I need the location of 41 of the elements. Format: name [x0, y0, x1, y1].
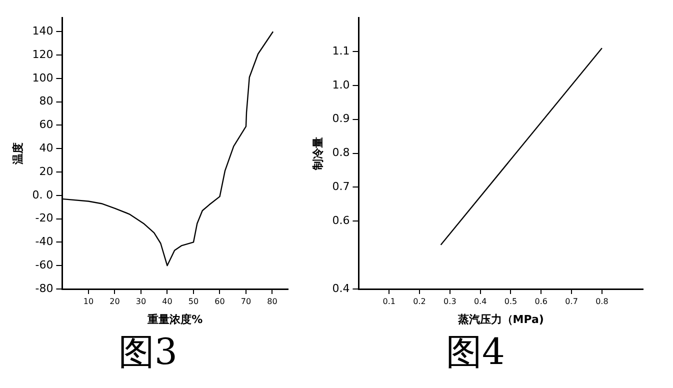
y-tick-label: 0. 0 [32, 188, 54, 202]
y-tick-label: 1.0 [332, 78, 350, 92]
x-tick-label: 30 [136, 296, 146, 306]
y-axis-title: 温度 [11, 142, 24, 166]
x-tick-label: 10 [83, 296, 94, 306]
x-axis-title: 重量浓度% [146, 313, 203, 326]
y-tick-label: -20 [35, 212, 54, 225]
y-tick-label: 140 [32, 24, 54, 38]
y-tick-label: -80 [35, 282, 54, 295]
text: 图3 [118, 332, 178, 373]
x-tick-label: 70 [240, 296, 252, 306]
y-tick-label: 0.4 [332, 282, 350, 295]
y-tick-label: 0.8 [332, 146, 350, 160]
y-tick-label: 1.1 [332, 44, 350, 58]
x-tick-label: 0.6 [534, 296, 548, 306]
x-tick-label: 0.2 [413, 296, 426, 306]
y-tick-label: -60 [35, 258, 54, 272]
y-tick-label: 40 [39, 141, 54, 154]
x-tick-label: 60 [214, 296, 225, 306]
x-tick-label: 0.8 [596, 296, 608, 306]
y-tick-label: 20 [39, 164, 54, 178]
x-tick-label: 80 [267, 296, 278, 306]
y-tick-label: 80 [39, 94, 54, 108]
y-tick-label: 60 [39, 118, 54, 132]
x-axis-title: 蒸汽压力（MPa) [456, 313, 544, 326]
text: 图4 [446, 332, 505, 373]
y-tick-label: 120 [32, 48, 54, 61]
x-tick-label: 0.7 [565, 296, 578, 306]
x-tick-label: 0.4 [474, 296, 487, 306]
y-tick-label: 100 [32, 71, 54, 84]
y-tick-label: -40 [35, 235, 54, 248]
y-axis-title: 制冷量 [311, 136, 324, 171]
y-tick-label: 0.6 [332, 214, 350, 228]
x-tick-label: 40 [162, 296, 172, 306]
x-tick-label: 20 [110, 296, 120, 306]
x-tick-label: 0.3 [444, 296, 456, 306]
x-tick-label: 0.1 [382, 296, 396, 306]
y-tick-label: 0.9 [332, 112, 350, 126]
x-tick-label: 0.5 [504, 296, 518, 306]
x-tick-label: 50 [188, 296, 199, 306]
y-tick-label: 0.7 [332, 180, 350, 194]
